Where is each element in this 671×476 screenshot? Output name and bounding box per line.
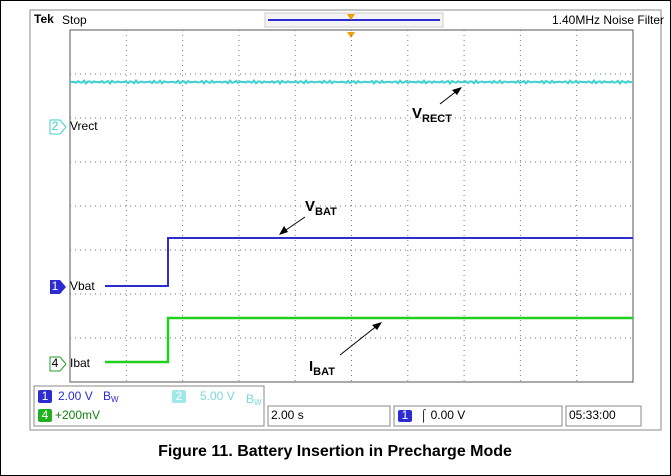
ch4-label: Ibat (70, 356, 91, 370)
bw: B (103, 389, 111, 403)
arrow (339, 324, 379, 356)
ch1-bw: BW (103, 389, 119, 404)
ch1-badge-number: 1 (42, 389, 49, 403)
clock: 05:33:00 (569, 408, 616, 422)
arrowhead (279, 226, 288, 235)
ann-main: V (305, 198, 315, 215)
ch2-number: 2 (52, 119, 59, 133)
arrowhead (372, 322, 382, 330)
ch1-marker (50, 280, 66, 294)
bw: B (246, 392, 254, 406)
filter: 1.40MHz Noise Filter (552, 13, 664, 27)
caption: Figure 11. Battery Insertion in Precharg… (158, 443, 512, 460)
ch2-scale: 5.00 V (200, 389, 235, 403)
arrowhead (452, 87, 462, 95)
ch2-bw: BW (246, 392, 262, 407)
ann-sub: RECT (422, 113, 452, 125)
vrect-trace (69, 78, 633, 86)
ch1-scale: 2.00 V (58, 389, 93, 403)
ann-main: I (309, 358, 313, 375)
bw-sub: W (111, 395, 119, 404)
vrect-annotation: VRECT (412, 105, 452, 125)
vbat-trace (105, 237, 633, 287)
timebase: 2.00 s (271, 408, 304, 422)
status: Stop (62, 13, 87, 27)
bw-sub: W (254, 398, 262, 407)
ch4-number: 4 (52, 356, 59, 370)
ibat-annotation: IBAT (309, 358, 335, 378)
trigger-badge (398, 410, 412, 422)
ann-main: V (412, 105, 422, 122)
ch2-marker (49, 119, 67, 135)
ch1-number: 1 (52, 279, 59, 293)
timebase-box (267, 405, 391, 427)
arrow (282, 216, 306, 233)
ch4-badge-number: 4 (42, 408, 49, 422)
ch2-label: Vrect (70, 119, 98, 133)
ch4-scale: +200mV (55, 408, 100, 422)
trigger-marker (347, 14, 355, 20)
graticule (69, 29, 634, 383)
scope-screen (29, 9, 662, 431)
trigger-level: ⌠ 0.00 V (420, 408, 465, 423)
ch4-marker (49, 356, 67, 372)
ann-sub: BAT (315, 206, 337, 218)
ch1-label: Vbat (70, 279, 95, 293)
trigger-number: 1 (402, 408, 409, 422)
channel-readout-box (33, 385, 265, 427)
vbat-annotation: VBAT (305, 198, 337, 218)
ann-sub: BAT (313, 366, 335, 378)
ch1-badge (38, 390, 52, 403)
clock-box (565, 405, 642, 427)
ibat-trace (105, 316, 633, 364)
ch2-badge-number: 2 (176, 389, 183, 403)
ch4-badge (38, 409, 52, 422)
trigger-box (393, 405, 563, 427)
brand: Tek (34, 12, 54, 26)
ch2-badge (172, 390, 186, 403)
